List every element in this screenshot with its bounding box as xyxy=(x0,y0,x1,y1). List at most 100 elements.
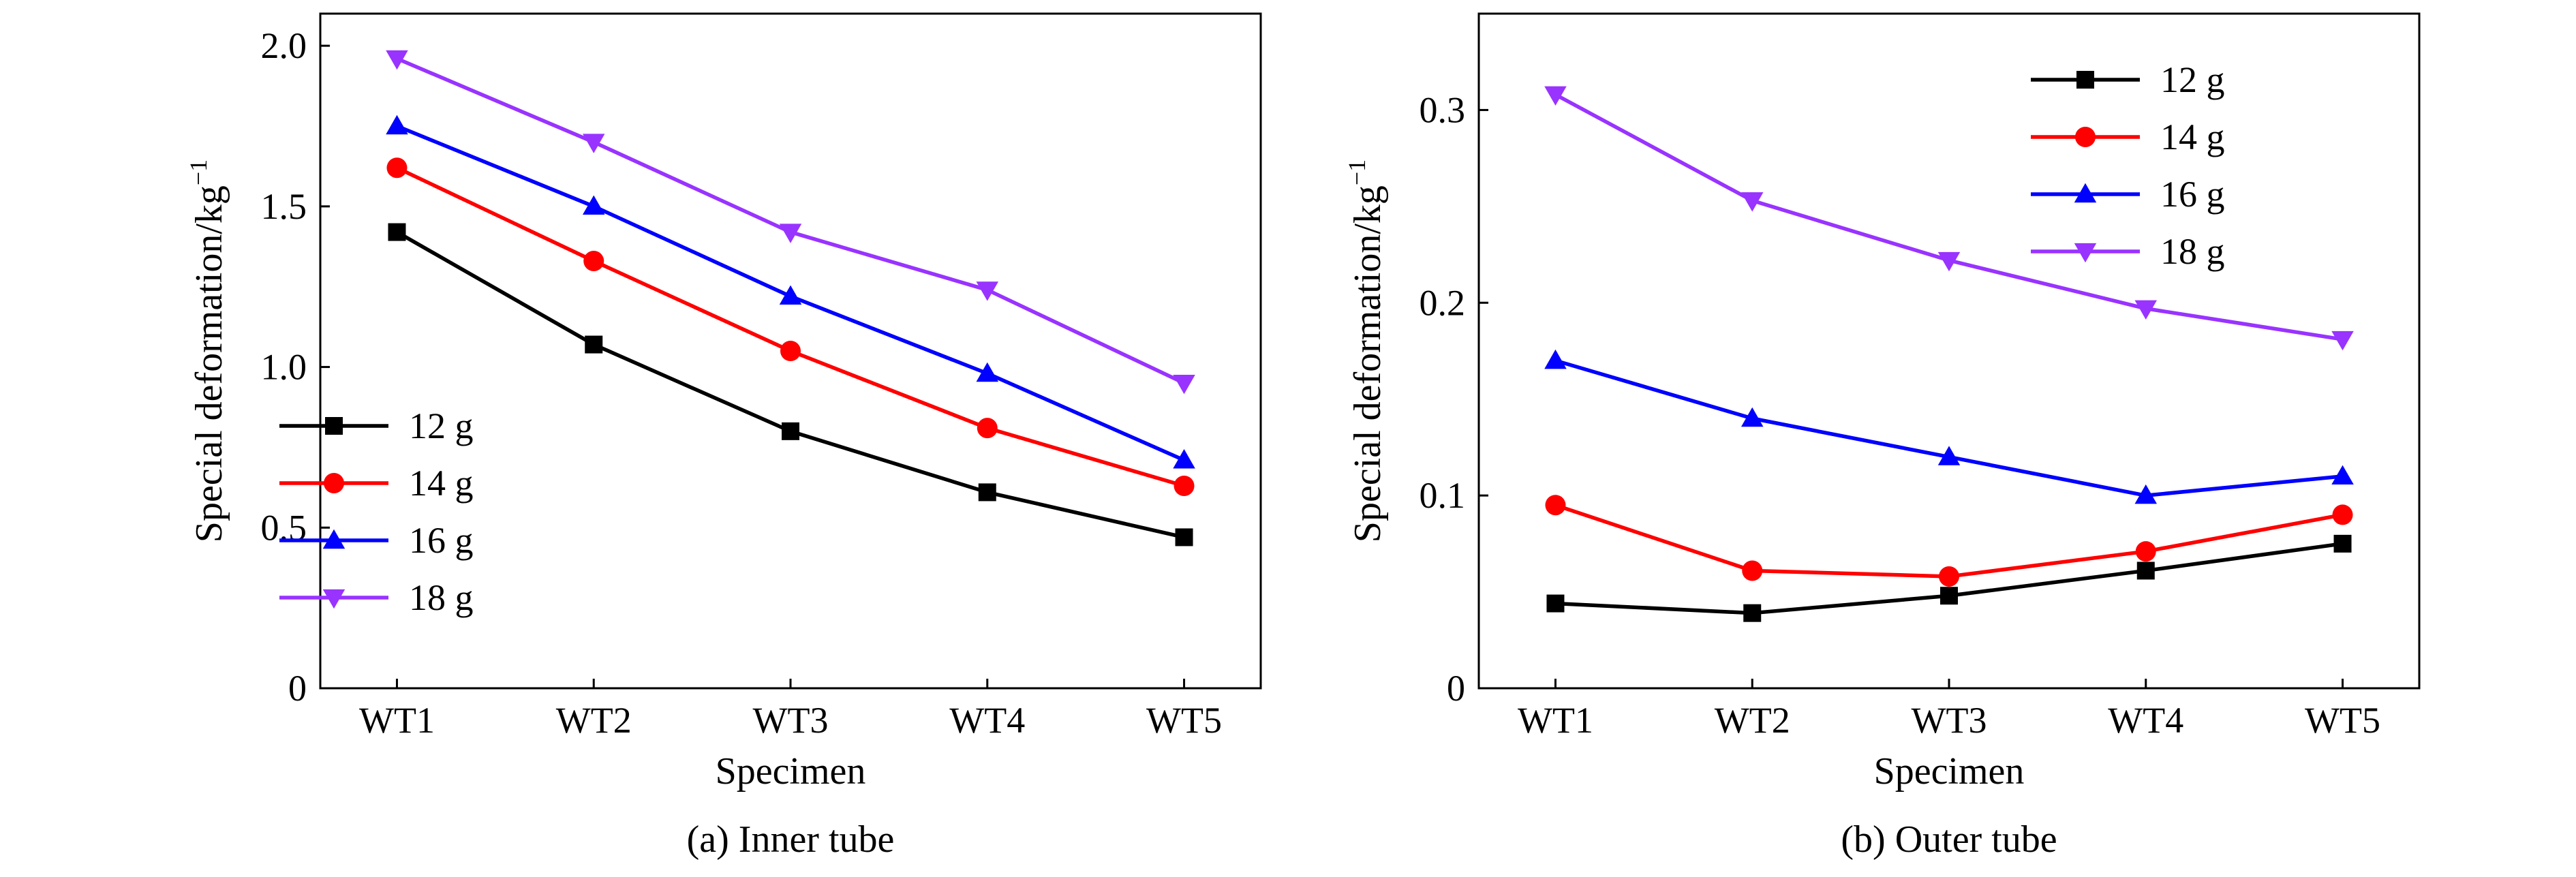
data-point xyxy=(386,157,408,179)
legend-entry: 12 g xyxy=(2031,59,2225,100)
y-tick-label: 1.0 xyxy=(261,347,307,388)
series-line xyxy=(1554,358,2343,497)
data-point xyxy=(780,341,801,361)
x-tick-label: WT5 xyxy=(2305,700,2380,741)
legend-entry: 14 g xyxy=(2031,117,2225,157)
legend-entry: 16 g xyxy=(279,520,474,561)
data-point xyxy=(585,335,603,354)
y-axis-title: Special deformation/kg−1 xyxy=(1343,159,1389,542)
data-point xyxy=(1741,192,1764,212)
legend-label: 16 g xyxy=(2160,174,2225,215)
panel-b: 0 0.1 0.2 0.3 WT1 WT2 WT3 WT4 WT5 Specimen Special… xyxy=(1343,12,2421,861)
data-point xyxy=(583,251,604,271)
x-tick-label: WT2 xyxy=(556,700,632,741)
y-axis-title-main: Special deformation/kg xyxy=(1347,185,1389,542)
legend-marker xyxy=(324,473,344,493)
x-tick-label: WT3 xyxy=(753,700,829,741)
x-axis-title: Specimen xyxy=(716,750,866,793)
data-point xyxy=(1544,349,1567,369)
y-tick-label: 0.2 xyxy=(1420,282,1466,323)
x-tick-label: WT1 xyxy=(1518,700,1593,741)
data-point xyxy=(1939,566,1959,587)
data-point xyxy=(2135,541,2156,562)
series-line xyxy=(1554,503,2344,579)
panel-caption: (a) Inner tube xyxy=(687,818,895,861)
x-tick-label: WT5 xyxy=(1146,700,1222,741)
series-line xyxy=(396,230,1185,540)
data-point xyxy=(779,285,802,305)
series-18g xyxy=(1544,86,2354,351)
data-point xyxy=(388,223,406,241)
data-point xyxy=(2331,330,2354,351)
x-tick-label: WT4 xyxy=(949,700,1025,741)
data-point xyxy=(2134,484,2158,504)
series-12g xyxy=(1546,534,2352,622)
legend-label: 12 g xyxy=(409,405,474,446)
data-point xyxy=(1742,560,1763,581)
legend-entry: 18 g xyxy=(2031,231,2225,272)
data-point xyxy=(1940,587,1958,605)
legend-entry: 16 g xyxy=(2031,174,2225,215)
y-axis-title: Special deformation/kg−1 xyxy=(185,159,230,542)
y-tick-label: 2.0 xyxy=(261,25,307,66)
legend-marker xyxy=(322,589,346,609)
data-point xyxy=(1545,495,1566,516)
y-tick-label: 1.5 xyxy=(261,186,307,227)
series-14g xyxy=(1545,495,2353,587)
y-axis-title-main: Special deformation/kg xyxy=(188,185,230,542)
legend-entry: 18 g xyxy=(279,577,474,618)
legend-label: 14 g xyxy=(2160,117,2225,157)
data-point xyxy=(782,422,799,440)
legend-label: 18 g xyxy=(2160,231,2225,272)
data-point xyxy=(977,418,998,439)
series-16g xyxy=(386,114,1195,469)
series-12g xyxy=(388,223,1193,547)
series-18g xyxy=(386,50,1195,395)
data-point xyxy=(386,50,408,70)
data-point xyxy=(2134,300,2158,320)
y-tick-label: 0 xyxy=(1447,668,1465,709)
data-point xyxy=(1937,446,1961,465)
legend-marker xyxy=(322,529,346,549)
data-point xyxy=(2332,504,2353,525)
legend-marker xyxy=(2074,183,2097,203)
x-tick-label: WT1 xyxy=(359,700,435,741)
x-tick-label: WT4 xyxy=(2108,700,2183,741)
data-point xyxy=(2136,561,2155,580)
y-axis-title-superscript: −1 xyxy=(1343,159,1370,185)
y-tick-label: 0.3 xyxy=(1420,89,1466,130)
legend-label: 14 g xyxy=(409,463,474,504)
data-point xyxy=(1937,251,1961,272)
data-point xyxy=(1546,594,1565,613)
legend-label: 18 g xyxy=(409,577,474,618)
y-axis-title-superscript: −1 xyxy=(185,159,212,185)
data-point xyxy=(386,114,408,135)
y-tick-label: 0 xyxy=(288,668,307,709)
data-point xyxy=(1175,528,1193,547)
legend-label: 16 g xyxy=(409,520,474,561)
x-tick-label: WT2 xyxy=(1715,700,1790,741)
series-line xyxy=(396,57,1185,385)
panel-caption: (b) Outer tube xyxy=(1841,818,2057,861)
data-point xyxy=(1174,476,1195,496)
data-point xyxy=(1544,86,1567,106)
data-point xyxy=(1743,604,1762,622)
data-point xyxy=(1741,407,1764,427)
data-point xyxy=(976,362,999,382)
data-point xyxy=(1173,449,1195,469)
data-point xyxy=(582,195,605,215)
y-tick-label: 0.1 xyxy=(1420,475,1466,516)
data-point xyxy=(1173,374,1195,395)
data-point xyxy=(976,281,999,301)
legend-marker xyxy=(325,417,343,435)
series-16g xyxy=(1544,349,2354,504)
data-point xyxy=(779,224,802,243)
legend-marker xyxy=(2074,243,2097,263)
legend-marker xyxy=(2076,71,2094,89)
data-point xyxy=(2331,465,2354,485)
legend-label: 12 g xyxy=(2160,59,2225,100)
legend-entry: 14 g xyxy=(279,463,474,504)
x-tick-label: WT3 xyxy=(1912,700,1987,741)
